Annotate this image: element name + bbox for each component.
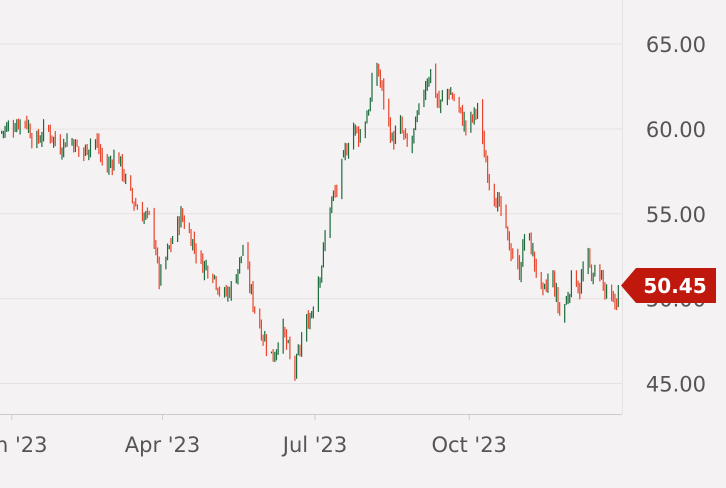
x-tick-label: Oct '23 xyxy=(431,433,506,457)
x-tick-label: Jan '23 xyxy=(0,433,48,457)
x-tick-label: Apr '23 xyxy=(125,433,201,457)
y-tick-label: 65.00 xyxy=(646,33,706,57)
grid-lines xyxy=(0,43,622,384)
y-tick-label: 55.00 xyxy=(646,203,706,227)
last-price-flag xyxy=(621,268,716,303)
last-price-marker: 50.45 xyxy=(621,268,716,303)
candles xyxy=(1,62,619,381)
x-tick-label: Jul '23 xyxy=(281,433,348,457)
axes xyxy=(0,0,623,415)
x-axis-ticks: Jan '23 Apr '23 Jul '23 Oct '23 xyxy=(0,414,507,457)
y-tick-label: 45.00 xyxy=(646,372,706,396)
y-tick-label: 60.00 xyxy=(646,118,706,142)
last-price-label: 50.45 xyxy=(643,274,706,298)
